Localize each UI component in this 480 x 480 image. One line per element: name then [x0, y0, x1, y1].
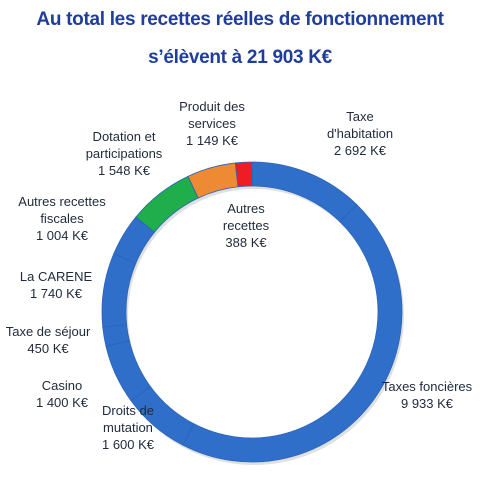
donut-slice-1	[182, 203, 403, 463]
slice-label-6-name-0: Autres recettes	[18, 194, 106, 209]
slice-label-8-value: 1 149 K€	[185, 133, 239, 148]
slice-label-5-value: 1 740 K€	[29, 286, 83, 301]
slice-label-6: Autres recettes fiscales 1 004 K€	[18, 193, 105, 244]
slice-label-0-name-0: Taxe	[346, 109, 374, 124]
slice-label-7-value: 1 548 K€	[97, 163, 151, 178]
slice-label-9-name-0: Autres	[227, 201, 265, 216]
slice-label-9-name-1: recettes	[222, 218, 270, 233]
slice-label-3-name-0: Casino	[41, 378, 83, 393]
chart-title-line-2: s’élèvent à 21 903 K€	[148, 47, 332, 68]
donut-slice-3	[105, 340, 151, 402]
slice-label-9: Autres recettes 388 K€	[223, 200, 269, 251]
chart-title-line-1: Au total les recettes réelles de fonctio…	[36, 9, 444, 30]
slice-label-2-value: 1 600 K€	[101, 437, 155, 452]
slice-label-8: Produit des services 1 149 K€	[179, 98, 245, 149]
slice-label-2: Droits de mutation 1 600 K€	[102, 402, 154, 453]
slice-label-8-name-0: Produit des	[179, 99, 245, 114]
slice-label-0: Taxe d'habitation 2 692 K€	[327, 108, 393, 159]
slice-label-1-name-0: Taxes foncières	[381, 379, 473, 394]
slice-label-5-name-0: La CARENE	[19, 269, 93, 284]
slice-label-0-value: 2 692 K€	[333, 143, 387, 158]
slice-label-4-value: 450 K€	[27, 341, 69, 356]
slice-label-1: Taxes foncières 9 933 K€	[382, 378, 472, 412]
slice-label-3: Casino 1 400 K€	[36, 377, 88, 411]
slice-label-9-value: 388 K€	[225, 235, 267, 250]
slice-label-8-name-1: services	[188, 116, 236, 131]
slice-label-7-name-1: participations	[85, 146, 163, 161]
slice-label-6-value: 1 004 K€	[35, 228, 89, 243]
slice-label-7-name-0: Dotation et	[92, 129, 156, 144]
slice-label-4: Taxe de séjour 450 K€	[6, 323, 91, 357]
slice-label-4-name-0: Taxe de séjour	[5, 324, 91, 339]
slice-label-7: Dotation et participations 1 548 K€	[86, 128, 163, 179]
slice-label-5: La CARENE 1 740 K€	[20, 268, 92, 302]
slice-label-2-name-0: Droits de	[101, 403, 155, 418]
slice-label-2-name-1: mutation	[103, 420, 153, 435]
donut-slice-9	[234, 161, 253, 188]
slice-label-0-name-1: d'habitation	[326, 126, 394, 141]
donut-slice-5	[101, 253, 137, 328]
slice-label-6-name-1: fiscales	[40, 211, 84, 226]
slice-label-1-value: 9 933 K€	[400, 396, 454, 411]
slice-label-3-value: 1 400 K€	[35, 395, 89, 410]
